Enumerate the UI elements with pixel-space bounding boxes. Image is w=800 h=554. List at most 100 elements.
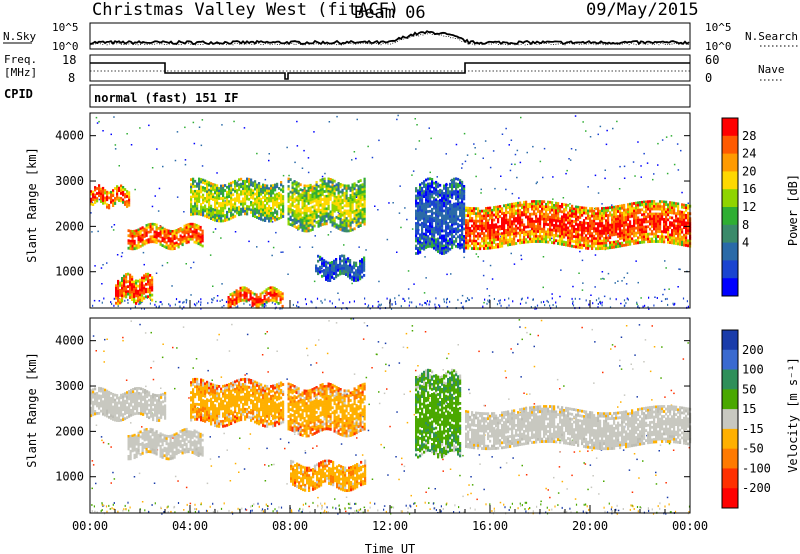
echo-cell [509, 228, 512, 231]
echo-cell [256, 186, 259, 189]
echo-speckle [167, 511, 170, 513]
echo-cell [254, 215, 257, 218]
echo-cell [117, 294, 120, 298]
echo-cell [443, 202, 446, 205]
echo-cell [269, 288, 272, 292]
echo-cell [98, 194, 101, 197]
echo-cell [621, 211, 624, 215]
echo-cell [539, 200, 542, 203]
echo-cell [485, 229, 488, 233]
echo-cell [419, 208, 422, 212]
echo-cell [499, 242, 502, 246]
echo-cell [441, 224, 444, 228]
echo-cell [192, 210, 195, 213]
echo-cell [651, 222, 654, 226]
echo-cell [341, 201, 344, 205]
echo-cell [335, 265, 338, 269]
echo-cell [309, 198, 312, 202]
echo-cell [487, 229, 490, 233]
echo-cell [161, 231, 164, 235]
echo-cell [493, 213, 496, 217]
nsearch-label: N.Search [745, 30, 798, 43]
echo-cell [256, 208, 259, 212]
echo-cell [501, 217, 504, 220]
echo-cell [445, 236, 448, 239]
echo-cell [149, 284, 152, 287]
colorbar-tick-label: 4 [742, 236, 749, 250]
echo-cell [459, 244, 462, 247]
echo-cell [597, 222, 600, 226]
echo-cell [665, 230, 668, 234]
echo-cell [527, 203, 530, 206]
echo-cell [511, 210, 514, 214]
echo-cell [605, 224, 608, 228]
echo-cell [629, 237, 632, 241]
echo-cell [325, 202, 328, 206]
echo-cell [557, 229, 560, 233]
echo-cell [497, 213, 500, 216]
echo-cell [555, 201, 558, 205]
echo-cell [305, 209, 308, 213]
echo-cell [489, 239, 492, 242]
echo-cell [246, 192, 249, 196]
echo-cell [685, 229, 688, 232]
echo-cell [667, 235, 670, 239]
echo-cell [597, 234, 600, 238]
echo-cell [627, 233, 630, 236]
echo-clutter [549, 304, 551, 307]
echo-cell [601, 224, 604, 228]
echo-cell [417, 189, 420, 193]
echo-cell [123, 277, 126, 280]
echo-cell [599, 239, 602, 243]
echo-clutter [124, 299, 126, 302]
echo-clutter [471, 297, 473, 300]
echo-cell [100, 190, 103, 193]
echo-cell [647, 225, 650, 229]
echo-cell [443, 214, 446, 218]
echo-cell [255, 303, 258, 307]
echo-cell [515, 209, 518, 213]
echo-cell [549, 200, 552, 204]
echo-cell [278, 204, 281, 208]
echo-cell [487, 244, 490, 248]
echo-cell [361, 185, 364, 189]
echo-cell [575, 218, 578, 221]
echo-cell [449, 232, 452, 236]
echo-cell [124, 195, 127, 199]
echo-cell [637, 201, 640, 205]
echo-cell [329, 276, 332, 280]
echo-cell [683, 213, 686, 217]
echo-cell [545, 215, 548, 219]
echo-cell [327, 180, 330, 183]
echo-cell [557, 207, 560, 210]
echo-cell [325, 214, 328, 218]
echo-cell [327, 182, 330, 186]
echo-cell [159, 240, 162, 244]
echo-cell [589, 239, 592, 243]
echo-clutter [585, 299, 587, 302]
echo-cell [226, 198, 229, 202]
echo-cell [415, 227, 418, 230]
echo-cell [189, 237, 192, 241]
echo-cell [335, 260, 338, 264]
echo-cell [685, 239, 688, 242]
echo-speckle [478, 454, 481, 456]
echo-cell [331, 186, 334, 190]
echo-cell [599, 244, 602, 248]
echo-cell [301, 199, 304, 202]
echo-cell [529, 205, 532, 209]
echo-cell [463, 207, 466, 211]
echo-cell [611, 231, 614, 234]
freq-label: Freq. [4, 53, 37, 66]
echo-cell [256, 203, 259, 207]
echo-cell [327, 215, 330, 218]
echo-cell [549, 238, 552, 242]
echo-cell [339, 205, 342, 209]
echo-cell [511, 207, 514, 211]
echo-cell [255, 295, 258, 299]
echo-cell [545, 233, 548, 236]
echo-cell [264, 216, 267, 220]
echo-cell [533, 227, 536, 231]
echo-cell [603, 247, 606, 250]
echo-cell [276, 185, 279, 189]
